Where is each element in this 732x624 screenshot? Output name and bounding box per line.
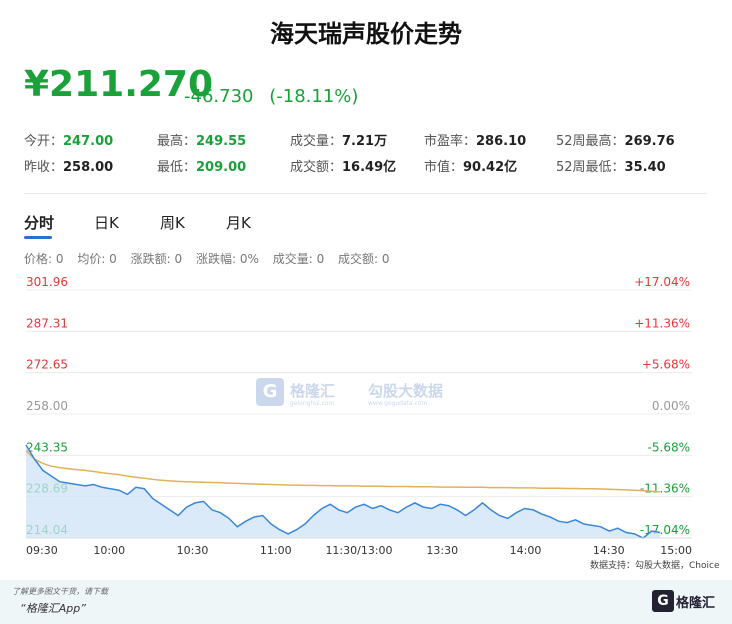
info-change-pct: 涨跌幅: 0%	[195, 252, 259, 266]
x-tick-label: 14:30	[593, 544, 625, 557]
x-tick-label: 10:30	[177, 544, 209, 557]
x-tick-label: 15:00	[660, 544, 692, 557]
crosshair-info: 价格: 0 均价: 0 涨跌额: 0 涨跌幅: 0% 成交量: 0 成交额: 0	[24, 250, 400, 267]
page-title: 海天瑞声股价走势	[270, 20, 462, 48]
intraday-chart[interactable]: 301.96 +17.04% 287.31 +11.36% 272.65 +5.68% 25…	[0, 270, 732, 560]
tab-monthly-k[interactable]: 月K	[226, 214, 251, 232]
pct-tick-label: -5.68%	[648, 440, 690, 454]
quote-card: 海天瑞声股价走势 ¥211.270 -46.730 (-18.11%) 今开：2…	[0, 0, 732, 580]
current-price: ¥211.270	[24, 64, 214, 105]
stat-52w-low: 52周最低：35.40	[556, 160, 666, 175]
x-tick-label: 09:30	[26, 544, 58, 557]
avg-price-line	[25, 450, 661, 493]
pct-tick-label: 0.00%	[652, 399, 690, 413]
stat-volume: 成交量：7.21万	[290, 134, 388, 149]
pct-tick-label: +17.04%	[634, 275, 690, 289]
stat-pe: 市盈率：286.10	[424, 134, 527, 149]
logo-icon: G	[652, 590, 674, 612]
y-tick-label: 243.35	[26, 440, 68, 454]
stat-52w-high: 52周最高：269.76	[556, 134, 675, 149]
change-amount: -46.730	[184, 86, 254, 107]
price-area	[26, 445, 660, 539]
x-tick-label: 11:30/13:00	[325, 544, 392, 557]
price-line	[25, 444, 661, 539]
y-tick-label: 301.96	[26, 275, 68, 289]
y-tick-label: 287.31	[26, 316, 68, 330]
x-tick-label: 13:30	[426, 544, 458, 557]
x-tick-label: 10:00	[93, 544, 125, 557]
x-tick-label: 11:00	[260, 544, 292, 557]
data-source: 数据支持：勾股大数据，Choice	[590, 561, 720, 571]
y-tick-label: 272.65	[26, 358, 68, 372]
active-tab-indicator	[24, 236, 52, 239]
pct-tick-label: -11.36%	[640, 482, 690, 496]
change-percent: (-18.11%)	[269, 86, 359, 107]
tab-weekly-k[interactable]: 周K	[160, 214, 185, 232]
pct-tick-label: +5.68%	[642, 358, 690, 372]
pct-tick-label: +11.36%	[634, 316, 690, 330]
x-tick-label: 14:00	[510, 544, 542, 557]
stat-low: 最低：209.00	[157, 160, 247, 175]
stat-market-cap: 市值：90.42亿	[424, 160, 518, 175]
info-turnover: 成交额: 0	[338, 252, 390, 266]
stat-high: 最高：249.55	[157, 134, 247, 149]
stat-open: 今开：247.00	[24, 134, 114, 149]
price-change: -46.730 (-18.11%)	[184, 86, 368, 107]
watermark-logo-icon: G	[256, 378, 284, 406]
divider	[24, 193, 706, 194]
stat-prev-close: 昨收：258.00	[24, 160, 114, 175]
info-volume: 成交量: 0	[272, 252, 325, 266]
info-change: 涨跌额: 0	[130, 252, 183, 266]
tab-daily-k[interactable]: 日K	[94, 214, 119, 232]
info-avg: 均价: 0	[77, 252, 117, 266]
brand-logo: G 格隆汇	[652, 588, 726, 616]
stat-turnover: 成交额：16.49亿	[290, 160, 397, 175]
footer-app[interactable]: “格隆汇App”	[20, 602, 86, 615]
tab-intraday[interactable]: 分时	[24, 214, 55, 232]
watermark: G 格隆汇 gelonghui.com 勾股大数据 www.gogudata.c…	[256, 378, 466, 412]
footer-note: 了解更多图文干货，请下载	[12, 587, 108, 596]
y-tick-label: 258.00	[26, 399, 68, 413]
info-price: 价格: 0	[24, 252, 64, 266]
